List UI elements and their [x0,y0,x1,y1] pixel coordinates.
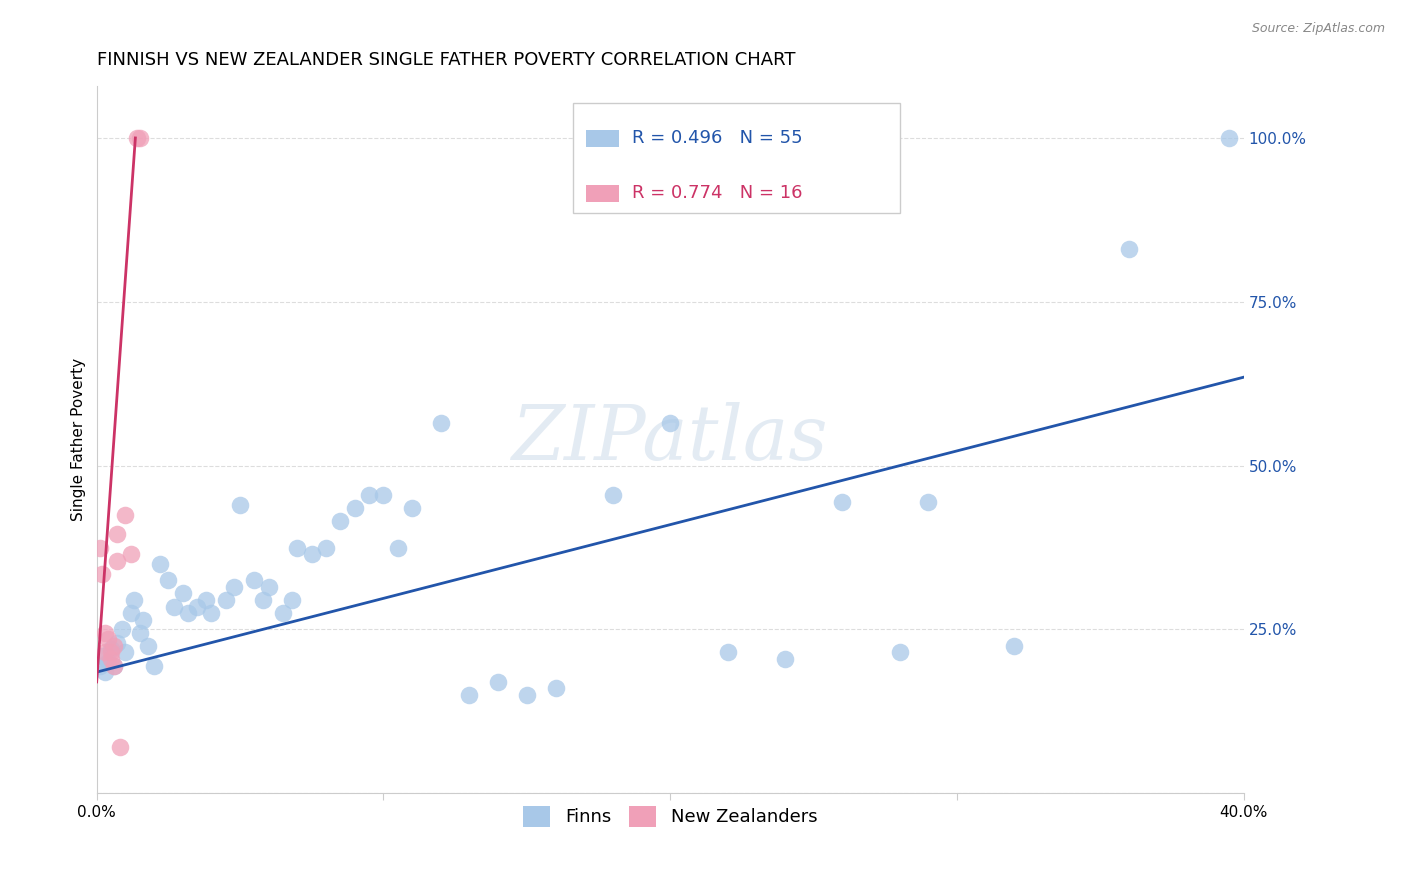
Point [111,623,134,637]
Point [105,635,128,649]
Point [97,655,120,669]
Point [157,574,180,588]
Text: R = 0.774   N = 16: R = 0.774 N = 16 [633,184,803,202]
Point [373,488,395,502]
Point [125,131,148,145]
Point [280,593,302,607]
Point [94,665,117,679]
Point [91,566,114,581]
Point [105,527,128,541]
Point [917,494,939,508]
Point [105,554,128,568]
Point [172,586,194,600]
Point [177,606,200,620]
Point [602,488,624,502]
Point [108,740,131,755]
Text: Source: ZipAtlas.com: Source: ZipAtlas.com [1251,22,1385,36]
Legend: Finns, New Zealanders: Finns, New Zealanders [516,798,824,834]
Point [889,645,911,659]
Point [103,639,125,653]
FancyBboxPatch shape [586,129,619,147]
Text: ZIPatlas: ZIPatlas [512,402,828,476]
Point [128,625,150,640]
Point [301,547,323,561]
Point [315,541,337,555]
Point [430,416,453,430]
Point [257,580,280,594]
Point [89,658,111,673]
Point [94,645,117,659]
Point [100,642,122,657]
Point [120,606,142,620]
Point [100,652,122,666]
Point [458,688,481,702]
Point [89,541,111,555]
Point [271,606,294,620]
Point [1002,639,1025,653]
Point [97,632,120,647]
Point [773,652,796,666]
Point [194,593,217,607]
Point [128,131,150,145]
Point [659,416,682,430]
Point [163,599,186,614]
Point [1118,243,1140,257]
Point [831,494,853,508]
Point [287,541,309,555]
FancyBboxPatch shape [572,103,900,213]
Point [359,488,381,502]
Point [103,658,125,673]
Point [131,613,153,627]
Point [252,593,274,607]
Point [114,645,136,659]
Point [486,674,509,689]
Text: R = 0.496   N = 55: R = 0.496 N = 55 [633,129,803,147]
Point [716,645,738,659]
Point [215,593,238,607]
Point [94,625,117,640]
Y-axis label: Single Father Poverty: Single Father Poverty [72,358,86,521]
FancyBboxPatch shape [586,185,619,202]
Point [343,501,366,516]
Point [243,574,266,588]
Point [401,501,423,516]
Point [149,557,172,571]
Point [387,541,409,555]
Point [186,599,208,614]
Point [329,514,352,528]
Point [136,639,159,653]
Point [103,658,125,673]
Point [229,498,252,512]
Point [120,547,142,561]
Point [544,681,567,696]
Point [143,658,166,673]
Point [114,508,136,522]
Text: FINNISH VS NEW ZEALANDER SINGLE FATHER POVERTY CORRELATION CHART: FINNISH VS NEW ZEALANDER SINGLE FATHER P… [97,51,796,69]
Point [1218,131,1240,145]
Point [100,645,122,659]
Point [122,593,145,607]
Point [91,648,114,663]
Point [516,688,538,702]
Point [224,580,246,594]
Point [200,606,222,620]
